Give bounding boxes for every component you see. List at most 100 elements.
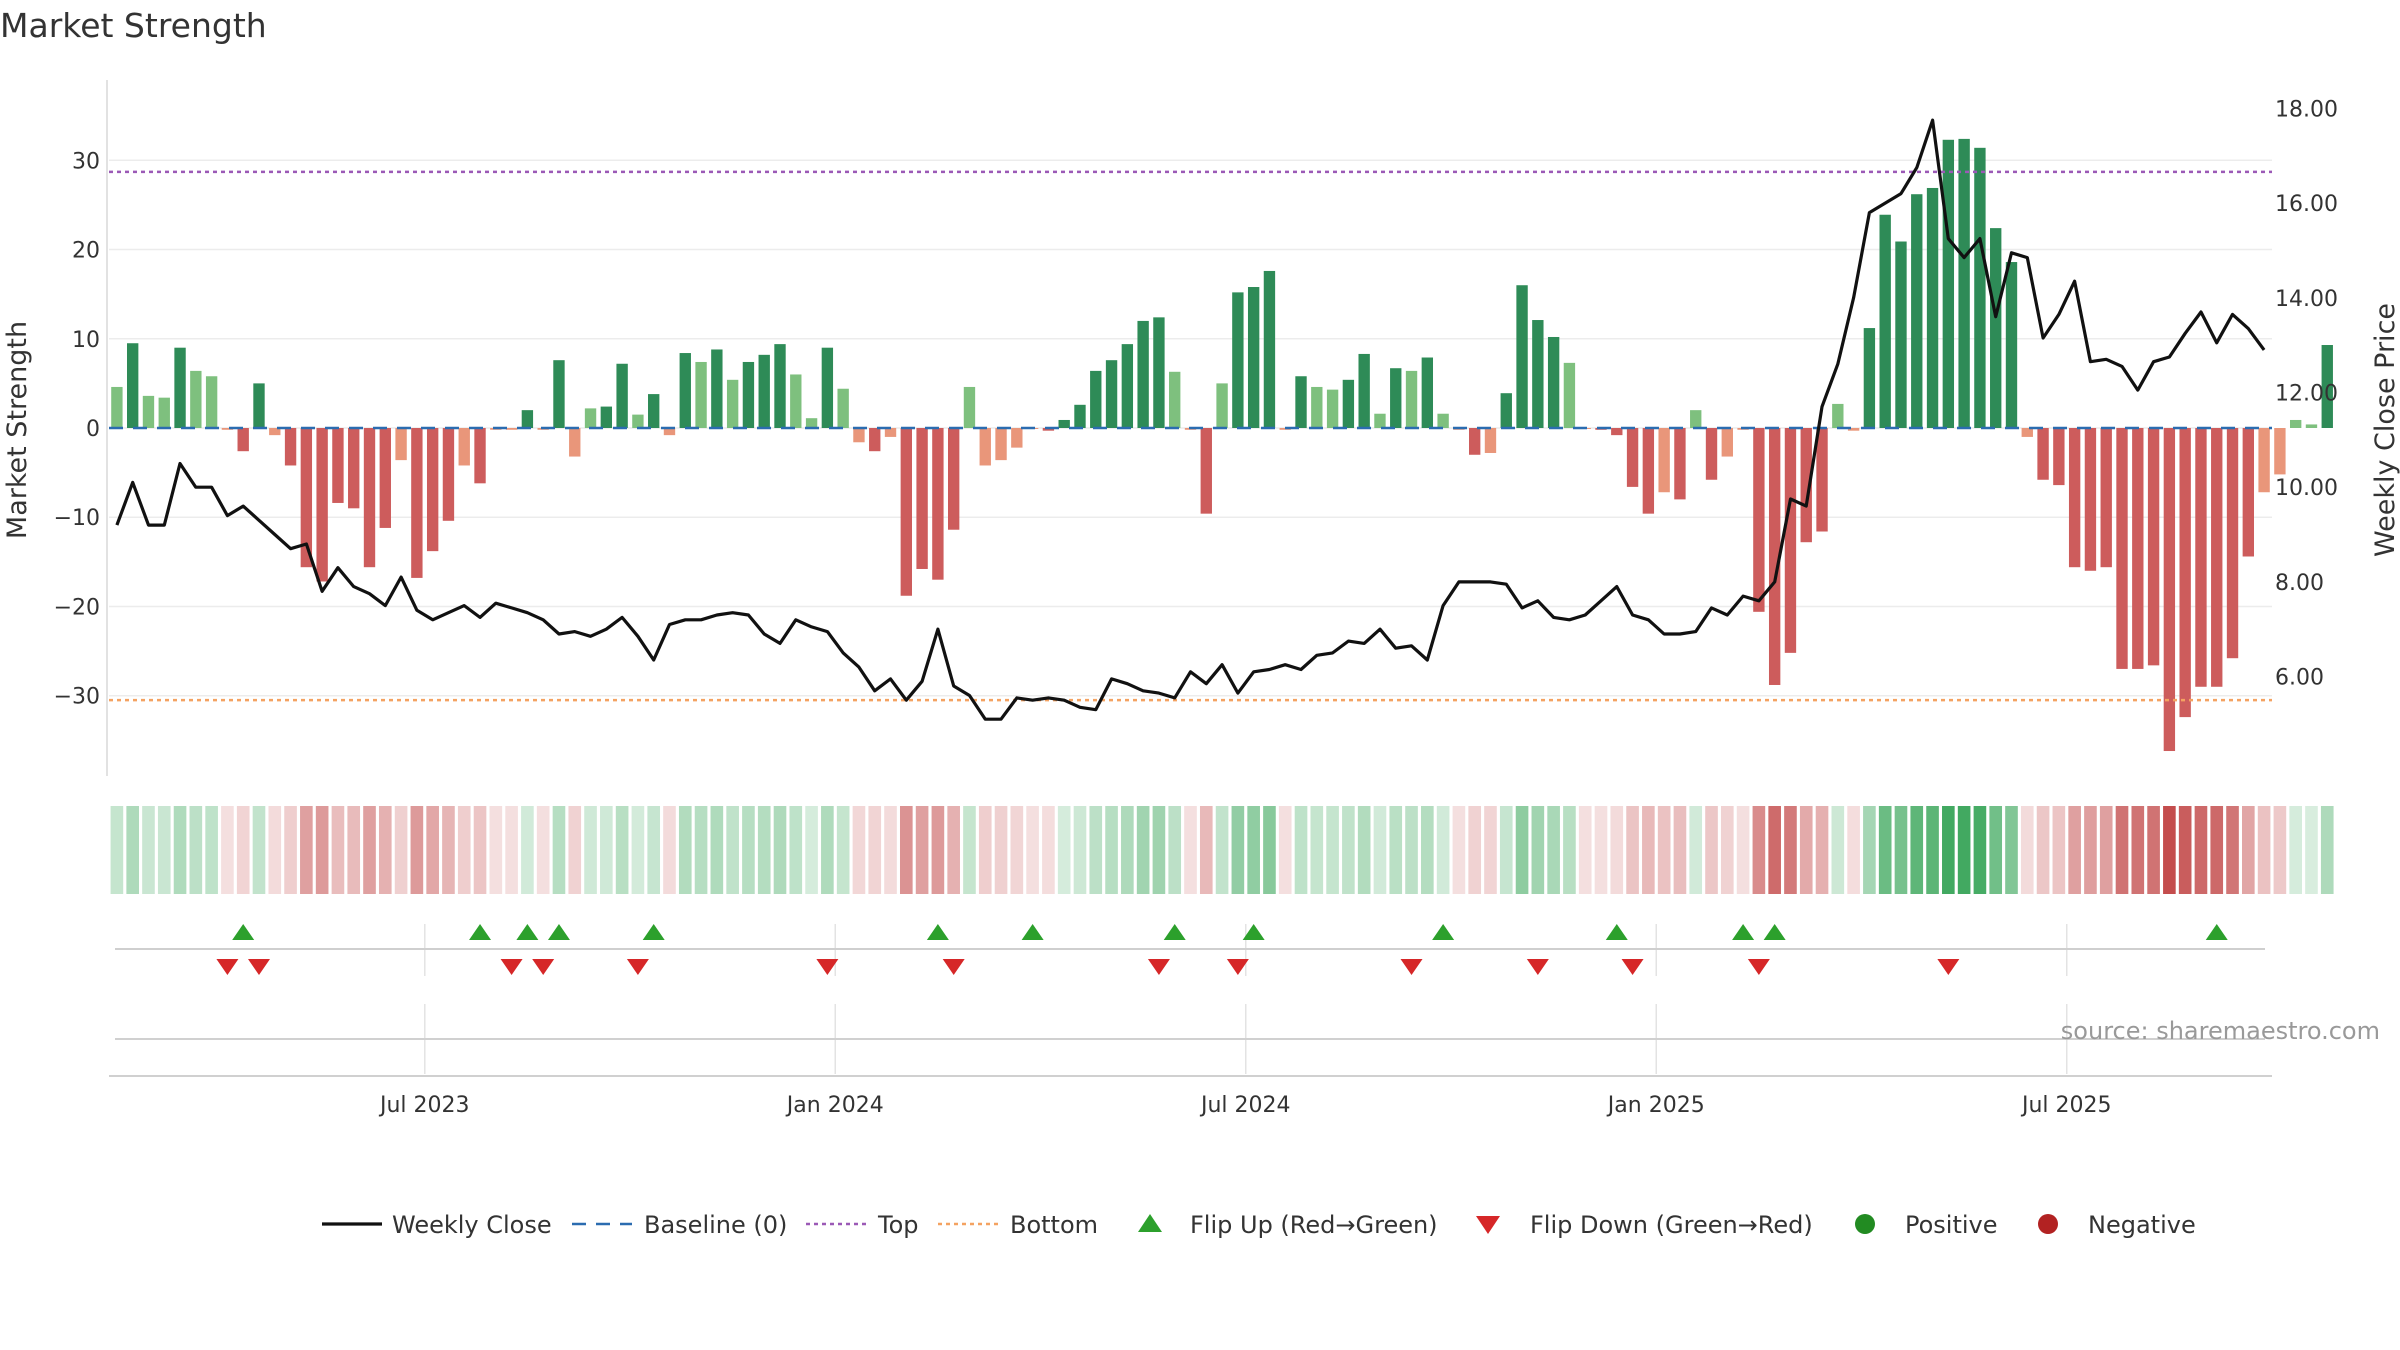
strength-bar [1674,428,1686,500]
strength-bar [2289,419,2302,428]
heat-cell [221,806,234,894]
flip-up-marker [926,924,949,940]
strength-bar [616,363,628,428]
heat-cell [1815,806,1829,894]
heat-cell [2099,806,2113,894]
right-tick-label: 16.00 [2275,192,2338,217]
heat-cell [2210,806,2224,894]
axis-layer: 30 20 10 0 −10 −20 −30 18.00 16.00 14.00 12.00 10.0… [54,80,2338,776]
strength-bar [237,428,249,452]
strength-bar [332,428,344,503]
strength-bar [2163,428,2176,752]
heat-cell [631,806,645,894]
strength-bar [111,386,123,428]
heat-cell [410,806,424,894]
strength-bar [1847,428,1860,431]
heat-cell [110,806,124,894]
strength-bar [2053,428,2065,486]
heat-cell [1531,806,1545,894]
strength-bar [1753,428,1765,612]
heat-cell [300,806,313,894]
heat-cell [2131,806,2145,894]
strength-bar [1721,428,1733,457]
heat-cell [836,806,850,894]
strength-bar [2321,345,2333,428]
strength-bar [1611,428,1623,436]
heat-cell [521,806,534,894]
strength-bar [995,428,1007,461]
strength-bar [505,428,518,430]
heat-cell [1863,806,1876,894]
strength-bar [1232,292,1244,428]
heat-cell [442,806,455,894]
heat-cell [1642,806,1655,894]
heat-cell [1136,806,1150,894]
flip-down-marker [500,959,523,975]
strength-bar [853,428,865,443]
heat-cell [1610,806,1624,894]
heat-cell [331,806,345,894]
strength-bar [2179,428,2191,718]
heat-cell [1689,806,1703,894]
heat-cell [363,806,376,894]
strength-bar [1516,285,1528,428]
strength-bar [1879,214,1891,428]
strength-bar [758,354,770,428]
heat-cell [773,806,787,894]
strength-bar [600,406,613,428]
flip-down-marker [816,959,839,975]
heat-cell [1847,806,1860,894]
heat-cell [2020,806,2034,894]
heat-cell [2289,806,2302,894]
flip-down-marker [626,959,649,975]
flip-down-marker [1226,959,1249,975]
strength-bar [2242,428,2255,557]
heat-cell [1452,806,1466,894]
strength-bar [663,428,676,436]
strength-bar [1216,383,1228,428]
heat-cell [994,806,1008,894]
heat-cell [584,806,597,894]
left-tick-label: −30 [54,685,100,710]
heat-cell [884,806,897,894]
flip-up-marker [1163,924,1186,940]
flip-up-marker [1021,924,1044,940]
flip-down-marker [1526,959,1549,975]
strength-bar [1642,428,1655,514]
right-tick-label: 10.00 [2275,476,2338,501]
heat-cell [931,806,945,894]
strength-bar [2084,428,2097,571]
strength-bar [648,394,660,428]
heat-cell [805,806,818,894]
heat-cell [600,806,613,894]
strength-bar [1547,336,1560,428]
heat-cell [473,806,487,894]
strength-bar [1042,428,1055,431]
strength-bar [1926,187,1939,428]
heat-cell [347,806,361,894]
heat-cell [1626,806,1639,894]
heat-cell [915,806,929,894]
heat-cell [1421,806,1434,894]
reference-lines [109,170,2272,702]
strength-bar [947,428,960,530]
heat-cell [173,806,187,894]
heat-cell [2226,806,2239,894]
heat-cell [1278,806,1292,894]
heat-cell [2305,806,2318,894]
strength-bar [1563,362,1576,428]
strength-bar [2100,428,2112,568]
heat-cell [1499,806,1513,894]
strength-bar [2305,424,2318,428]
right-tick-label: 18.00 [2275,97,2338,122]
strength-bar [1390,368,1402,428]
strength-bar [1200,428,1212,514]
strength-bar [1911,194,1923,428]
strength-bar [1153,317,1165,428]
legend-label: Top [877,1211,919,1239]
heat-cell [1326,806,1339,894]
strength-bar [1626,428,1639,487]
strength-bar [916,428,928,569]
strength-bar [190,370,202,428]
flip-down-marker [942,959,965,975]
